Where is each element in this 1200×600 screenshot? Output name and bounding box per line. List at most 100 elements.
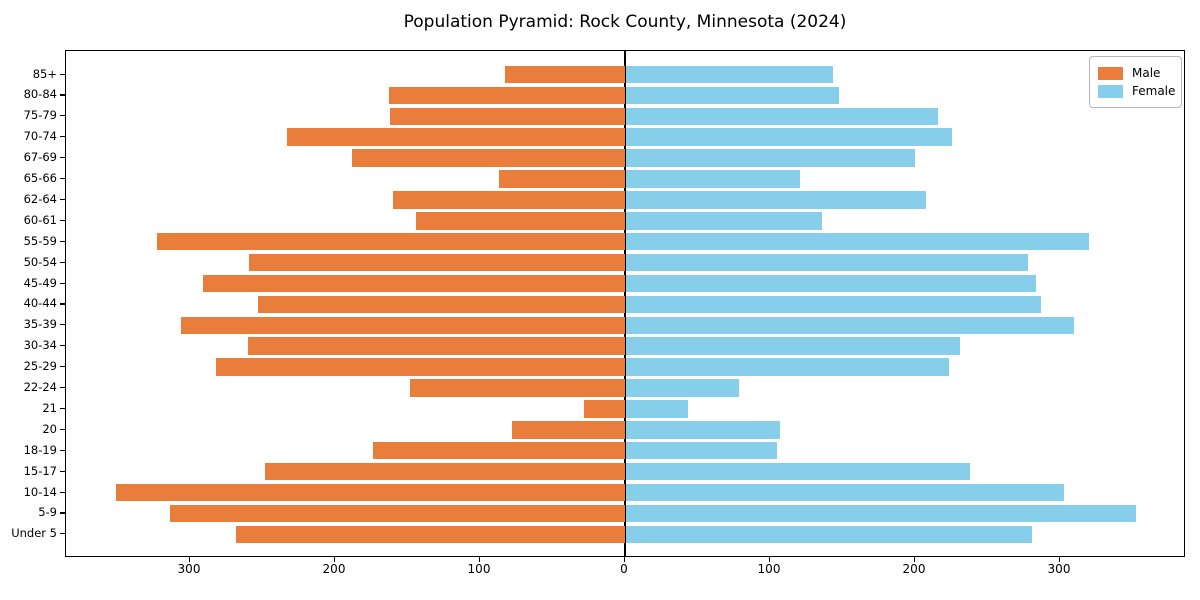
- y-tick-mark: [60, 407, 65, 410]
- y-tick-mark: [60, 512, 65, 514]
- y-tick-mark: [60, 282, 65, 284]
- female-bar-5-9: [626, 504, 1137, 523]
- y-tick-mark: [60, 136, 65, 138]
- y-axis-label-50-54: 50-54: [23, 254, 57, 269]
- female-bar-55-59: [626, 232, 1089, 251]
- female-bar-30-34: [626, 337, 960, 355]
- female-bar-65-66: [626, 170, 800, 188]
- female-bar-80-84: [626, 86, 840, 105]
- y-tick-mark: [60, 178, 65, 180]
- y-tick-mark: [60, 428, 65, 430]
- x-tick-label-100: 100: [757, 562, 781, 576]
- x-tick-mark: [913, 557, 915, 562]
- female-bar-20: [626, 421, 780, 439]
- y-tick-mark: [60, 261, 65, 263]
- y-tick-mark: [60, 387, 65, 389]
- male-bar-67-69: [352, 149, 625, 167]
- y-tick-mark: [60, 240, 65, 242]
- female-color-swatch: [1098, 84, 1123, 98]
- male-bar-25-29: [216, 358, 625, 376]
- male-bar-62-64: [393, 191, 625, 209]
- y-tick-mark: [60, 198, 65, 201]
- y-tick-mark: [60, 366, 65, 368]
- female-bar-85+: [626, 65, 834, 84]
- male-bar-55-59: [156, 232, 625, 251]
- y-axis-label-80-84: 80-84: [23, 87, 57, 102]
- y-axis-label-67-69: 67-69: [23, 150, 57, 165]
- y-tick-mark: [60, 303, 65, 305]
- male-bar-65-66: [498, 170, 625, 188]
- x-tick-mark: [478, 557, 480, 562]
- y-axis-label-70-74: 70-74: [23, 129, 57, 144]
- female-bar-50-54: [626, 253, 1028, 272]
- legend: Male Female: [1089, 56, 1182, 108]
- female-bar-15-17: [626, 462, 970, 481]
- y-axis-label-15-17: 15-17: [23, 463, 57, 478]
- y-axis-label-85+: 85+: [32, 66, 57, 81]
- y-axis-label-65-66: 65-66: [23, 171, 57, 185]
- y-axis-label-75-79: 75-79: [23, 108, 57, 123]
- female-bar-21: [626, 400, 689, 418]
- y-tick-mark: [60, 219, 65, 221]
- legend-male-label: Male: [1132, 66, 1161, 80]
- male-bar-18-19: [372, 441, 625, 460]
- male-bar-35-39: [181, 316, 625, 335]
- female-bar-18-19: [626, 441, 777, 460]
- male-bar-30-34: [248, 337, 625, 355]
- female-bar-67-69: [626, 149, 915, 167]
- male-bar-15-17: [265, 462, 625, 481]
- female-bar-70-74: [626, 128, 953, 146]
- y-axis-label-22-24: 22-24: [23, 380, 57, 394]
- y-axis-label-55-59: 55-59: [23, 233, 57, 248]
- y-tick-mark: [60, 115, 65, 117]
- y-tick-mark: [60, 449, 65, 451]
- y-axis-label-20: 20: [42, 421, 57, 436]
- y-axis-label-60-61: 60-61: [23, 212, 57, 227]
- x-tick-label-200: 200: [902, 562, 926, 576]
- male-bar-85+: [504, 65, 625, 84]
- y-tick-mark: [60, 491, 65, 493]
- y-tick-mark: [60, 324, 65, 326]
- male-bar-21: [584, 400, 625, 418]
- x-tick-mark: [1058, 557, 1060, 562]
- female-bar-35-39: [626, 316, 1075, 335]
- x-tick-mark: [623, 557, 625, 562]
- male-bar-10-14: [116, 483, 625, 502]
- y-axis-label-62-64: 62-64: [23, 191, 57, 206]
- y-axis-label-10-14: 10-14: [23, 484, 57, 499]
- x-tick-label-0: 0: [620, 562, 628, 576]
- legend-item-male: Male: [1098, 66, 1173, 80]
- x-tick-mark: [768, 557, 770, 562]
- chart-title: Population Pyramid: Rock County, Minneso…: [403, 12, 847, 32]
- x-tick-label-100: 100: [467, 562, 491, 576]
- female-bar-25-29: [626, 358, 950, 376]
- male-bar-60-61: [416, 212, 625, 230]
- female-bar-Under 5: [626, 525, 1032, 544]
- female-bar-45-49: [626, 274, 1037, 293]
- x-tick-mark: [188, 557, 190, 562]
- male-bar-22-24: [410, 379, 625, 397]
- y-axis-label-45-49: 45-49: [23, 275, 57, 290]
- female-bar-75-79: [626, 107, 938, 126]
- y-tick-mark: [60, 470, 65, 472]
- male-bar-5-9: [169, 504, 625, 523]
- x-tick-label-200: 200: [322, 562, 346, 576]
- y-axis-label-35-39: 35-39: [23, 317, 57, 332]
- legend-female-label: Female: [1132, 84, 1176, 98]
- center-axis-line: [624, 51, 626, 556]
- y-axis-label-25-29: 25-29: [23, 359, 57, 374]
- y-tick-mark: [60, 533, 65, 535]
- x-tick-mark: [333, 557, 335, 562]
- x-tick-label-300: 300: [1047, 562, 1071, 576]
- plot-area: [65, 50, 1185, 557]
- legend-item-female: Female: [1098, 84, 1176, 98]
- female-bar-40-44: [626, 295, 1041, 314]
- y-axis-label-21: 21: [42, 400, 57, 415]
- y-axis-label-40-44: 40-44: [23, 296, 57, 311]
- male-bar-20: [511, 421, 625, 439]
- female-bar-10-14: [626, 483, 1064, 502]
- male-bar-70-74: [287, 128, 625, 146]
- y-axis-label-5-9: 5-9: [38, 505, 57, 520]
- y-tick-mark: [60, 73, 65, 75]
